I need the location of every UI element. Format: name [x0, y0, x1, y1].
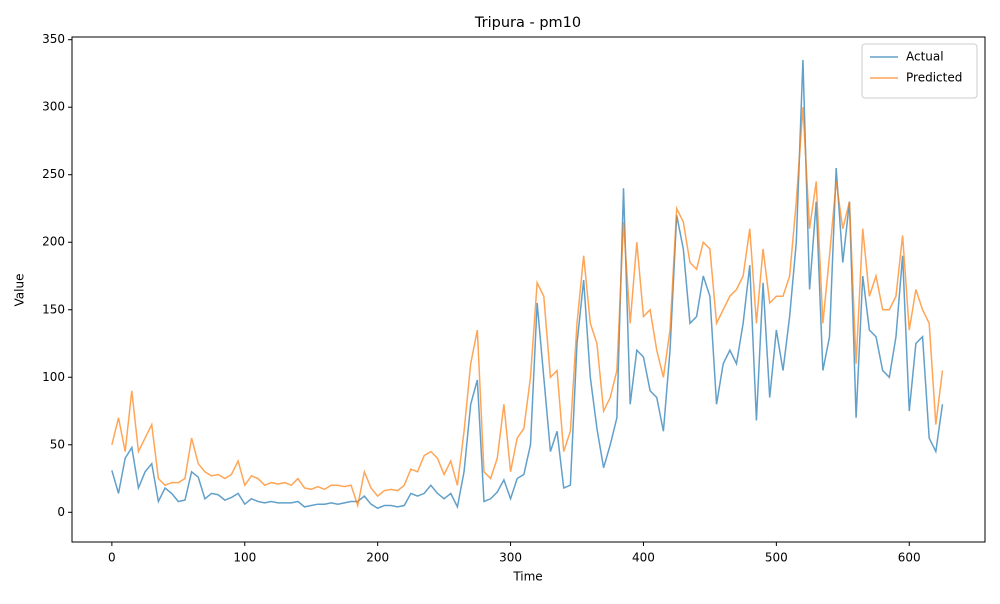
legend-label: Predicted: [906, 71, 962, 85]
y-tick-label: 350: [42, 32, 65, 46]
chart-title: Tripura - pm10: [474, 15, 581, 31]
y-tick-label: 0: [57, 505, 65, 519]
y-tick-label: 100: [42, 370, 65, 384]
y-tick-label: 150: [42, 302, 65, 316]
x-tick-label: 200: [366, 551, 389, 565]
y-tick-label: 50: [50, 437, 65, 451]
plot-frame: [71, 36, 986, 543]
y-tick-label: 200: [42, 235, 65, 249]
y-tick-label: 250: [42, 167, 65, 181]
x-tick-label: 600: [898, 551, 921, 565]
x-tick-label: 100: [233, 551, 256, 565]
y-tick-label: 300: [42, 100, 65, 114]
x-tick-label: 0: [108, 551, 116, 565]
y-axis-title: Value: [13, 274, 27, 307]
series-line: [111, 107, 944, 509]
x-axis-title: Time: [512, 570, 542, 584]
x-tick-label: 300: [499, 551, 522, 565]
x-tick-label: 400: [632, 551, 655, 565]
legend-label: Actual: [906, 50, 944, 64]
series-line: [111, 59, 944, 510]
x-tick-label: 500: [765, 551, 788, 565]
